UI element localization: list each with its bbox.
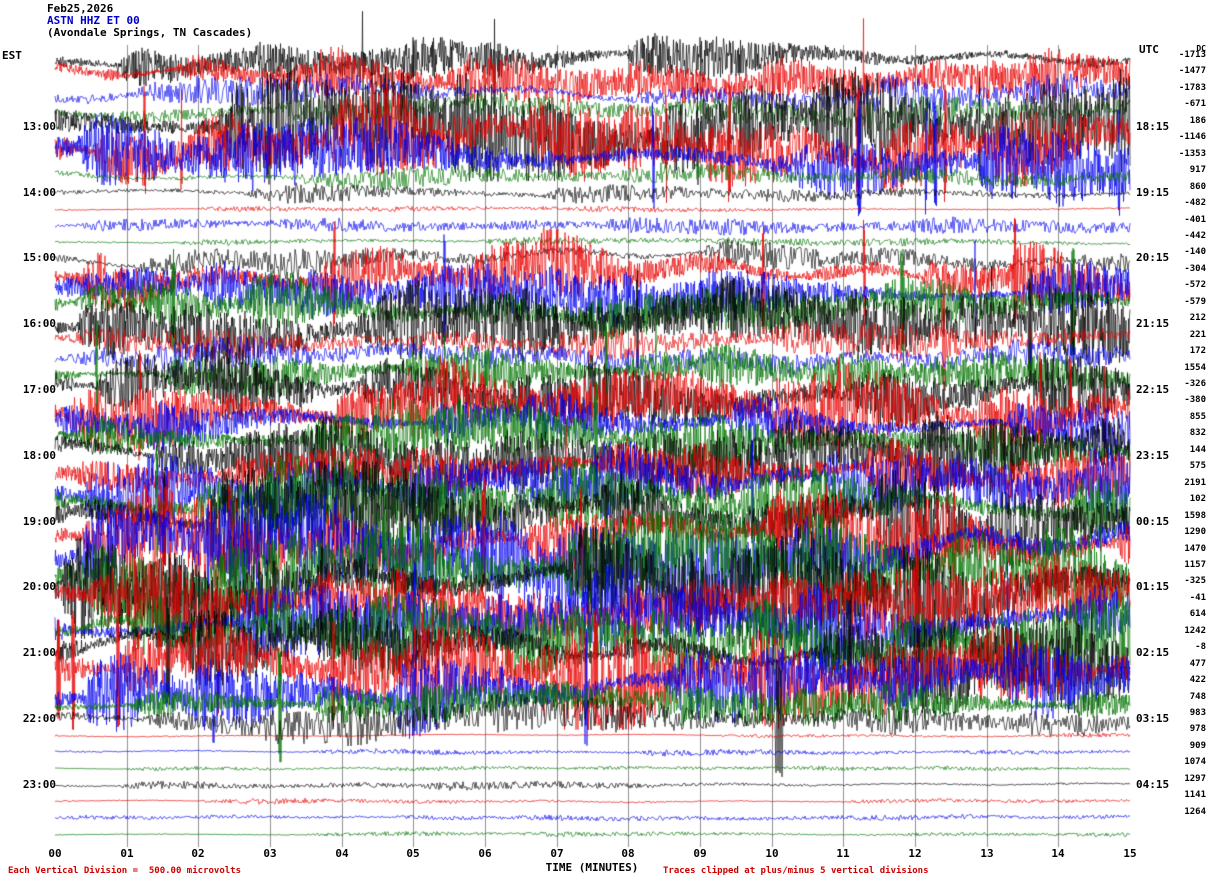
utc-hour-label: 01:15 <box>1136 580 1170 593</box>
est-hour-label: 13:00 <box>22 120 56 133</box>
dc-offset-value: 983 <box>1189 708 1206 718</box>
dc-offset-value: 614 <box>1189 609 1206 619</box>
dc-offset-value: -325 <box>1184 576 1206 586</box>
dc-offset-value: -671 <box>1184 99 1206 109</box>
dc-offset-value: 1554 <box>1184 363 1206 373</box>
dc-offset-value: 1598 <box>1184 511 1206 521</box>
dc-offset-value: -326 <box>1184 379 1206 389</box>
x-tick-label: 14 <box>1051 847 1065 860</box>
est-hour-label: 16:00 <box>22 317 56 330</box>
dc-offset-value: 575 <box>1189 461 1206 471</box>
dc-offset-value: -140 <box>1184 247 1206 257</box>
est-hour-label: 22:00 <box>22 712 56 725</box>
dc-offset-value: 1297 <box>1184 774 1206 784</box>
dc-offset-value: -579 <box>1184 297 1206 307</box>
dc-offset-value: 1074 <box>1184 757 1206 767</box>
x-axis-title: TIME (MINUTES) <box>545 861 639 874</box>
dc-offset-value: 917 <box>1189 165 1206 175</box>
dc-offset-value: 909 <box>1189 741 1206 751</box>
x-tick-label: 06 <box>478 847 492 860</box>
x-tick-label: 08 <box>621 847 635 860</box>
dc-offset-value: 978 <box>1189 724 1206 734</box>
scale-note: Each Vertical Division = 500.00 microvol… <box>8 866 241 876</box>
station-label: ASTN HHZ ET 00 <box>47 14 140 27</box>
dc-offset-value: -401 <box>1184 215 1206 225</box>
utc-hour-label: 03:15 <box>1136 712 1170 725</box>
dc-offset-value: 832 <box>1189 428 1206 438</box>
header-block: Feb25,2026 ASTN HHZ ET 00 (Avondale Spri… <box>47 3 252 39</box>
dc-offset-value: 477 <box>1189 659 1206 669</box>
dc-offset-value: 221 <box>1189 330 1206 340</box>
est-hour-label: 23:00 <box>22 778 56 791</box>
x-tick-label: 03 <box>263 847 277 860</box>
dc-offset-value: 1264 <box>1184 807 1206 817</box>
dc-offset-value: 1157 <box>1184 560 1206 570</box>
x-tick-label: 01 <box>120 847 134 860</box>
dc-offset-value: -380 <box>1184 395 1206 405</box>
dc-offset-value: 855 <box>1189 412 1206 422</box>
x-tick-label: 09 <box>693 847 707 860</box>
dc-column-header: DC <box>1196 44 1206 53</box>
dc-offset-value: -1353 <box>1178 149 1206 159</box>
utc-hour-label: 23:15 <box>1136 449 1170 462</box>
est-hour-label: 17:00 <box>22 383 56 396</box>
utc-hour-label: 18:15 <box>1136 120 1170 133</box>
date-label: Feb25,2026 <box>47 2 114 15</box>
dc-offset-value: -1146 <box>1178 132 1206 142</box>
utc-hour-label: 04:15 <box>1136 778 1170 791</box>
dc-offset-value: -482 <box>1184 198 1206 208</box>
utc-hour-label: 02:15 <box>1136 646 1170 659</box>
dc-offset-value: -304 <box>1184 264 1206 274</box>
dc-offset-value: 144 <box>1189 445 1206 455</box>
x-tick-label: 11 <box>836 847 850 860</box>
dc-offset-value: 186 <box>1189 116 1206 126</box>
est-hour-label: 21:00 <box>22 646 56 659</box>
dc-offset-value: 748 <box>1189 692 1206 702</box>
dc-offset-value: 422 <box>1189 675 1206 685</box>
x-tick-label: 10 <box>765 847 779 860</box>
dc-offset-value: 172 <box>1189 346 1206 356</box>
dc-offset-value: 2191 <box>1184 478 1206 488</box>
dc-offset-value: -41 <box>1189 593 1206 603</box>
x-tick-label: 12 <box>908 847 922 860</box>
x-tick-label: 07 <box>550 847 564 860</box>
utc-hour-label: 21:15 <box>1136 317 1170 330</box>
dc-offset-value: 1470 <box>1184 544 1206 554</box>
dc-offset-value: 1141 <box>1184 790 1206 800</box>
x-tick-label: 13 <box>980 847 994 860</box>
est-hour-label: 18:00 <box>22 449 56 462</box>
est-hour-label: 14:00 <box>22 186 56 199</box>
x-tick-label: 00 <box>48 847 62 860</box>
est-hour-label: 15:00 <box>22 251 56 264</box>
dc-offset-value: -8 <box>1195 642 1206 652</box>
dc-offset-value: 212 <box>1189 313 1206 323</box>
utc-hour-label: 22:15 <box>1136 383 1170 396</box>
est-hour-label: 20:00 <box>22 580 56 593</box>
clip-note: Traces clipped at plus/minus 5 vertical … <box>663 866 929 876</box>
x-tick-label: 04 <box>335 847 349 860</box>
dc-offset-value: -572 <box>1184 280 1206 290</box>
utc-hour-label: 20:15 <box>1136 251 1170 264</box>
dc-offset-value: 1290 <box>1184 527 1206 537</box>
utc-hour-label: 00:15 <box>1136 515 1170 528</box>
x-tick-label: 02 <box>191 847 205 860</box>
est-hour-label: 19:00 <box>22 515 56 528</box>
utc-hour-label: 19:15 <box>1136 186 1170 199</box>
dc-offset-value: -442 <box>1184 231 1206 241</box>
dc-offset-value: -1783 <box>1178 83 1206 93</box>
dc-offset-value: 1242 <box>1184 626 1206 636</box>
x-tick-label: 15 <box>1123 847 1137 860</box>
left-axis-unit: EST <box>2 49 22 62</box>
x-tick-label: 05 <box>406 847 420 860</box>
dc-offset-value: 860 <box>1189 182 1206 192</box>
dc-offset-value: 102 <box>1189 494 1206 504</box>
right-axis-unit: UTC <box>1139 43 1159 56</box>
dc-offset-value: -1477 <box>1178 66 1206 76</box>
dc-offset-value: -1713 <box>1178 50 1206 60</box>
location-label: (Avondale Springs, TN Cascades) <box>47 26 253 39</box>
